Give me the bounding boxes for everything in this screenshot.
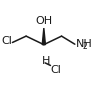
Text: Cl: Cl xyxy=(2,36,13,46)
Text: H: H xyxy=(42,56,50,66)
Text: OH: OH xyxy=(35,16,52,26)
Text: 2: 2 xyxy=(83,42,87,51)
Text: NH: NH xyxy=(76,39,93,49)
Text: Cl: Cl xyxy=(50,65,61,75)
Polygon shape xyxy=(42,28,45,45)
